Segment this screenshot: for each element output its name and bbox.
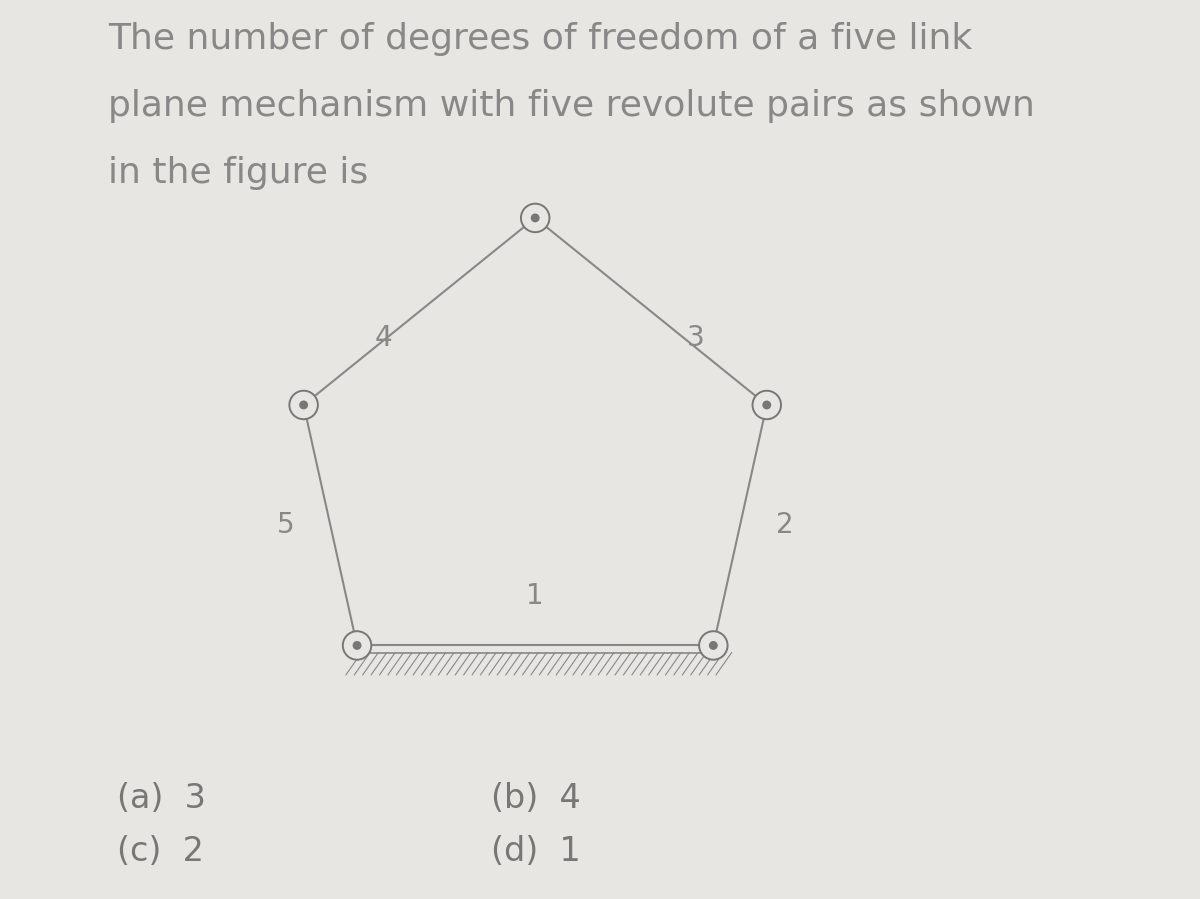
Text: (d)  1: (d) 1 bbox=[491, 835, 581, 868]
Text: The number of degrees of freedom of a five link: The number of degrees of freedom of a fi… bbox=[108, 22, 972, 56]
Text: plane mechanism with five revolute pairs as shown: plane mechanism with five revolute pairs… bbox=[108, 89, 1034, 123]
Circle shape bbox=[762, 401, 772, 409]
Circle shape bbox=[289, 391, 318, 419]
Text: 4: 4 bbox=[374, 325, 392, 352]
Text: 3: 3 bbox=[686, 325, 704, 352]
Circle shape bbox=[299, 401, 308, 409]
Circle shape bbox=[700, 631, 727, 660]
Circle shape bbox=[343, 631, 371, 660]
Text: 1: 1 bbox=[527, 583, 544, 610]
Text: 5: 5 bbox=[277, 512, 295, 539]
Circle shape bbox=[521, 204, 550, 232]
Circle shape bbox=[709, 641, 718, 650]
Text: (b)  4: (b) 4 bbox=[491, 781, 581, 814]
Text: 2: 2 bbox=[775, 512, 793, 539]
Circle shape bbox=[530, 213, 540, 222]
Circle shape bbox=[353, 641, 361, 650]
Text: in the figure is: in the figure is bbox=[108, 156, 368, 190]
Text: (c)  2: (c) 2 bbox=[116, 835, 204, 868]
Circle shape bbox=[752, 391, 781, 419]
Text: (a)  3: (a) 3 bbox=[116, 781, 205, 814]
